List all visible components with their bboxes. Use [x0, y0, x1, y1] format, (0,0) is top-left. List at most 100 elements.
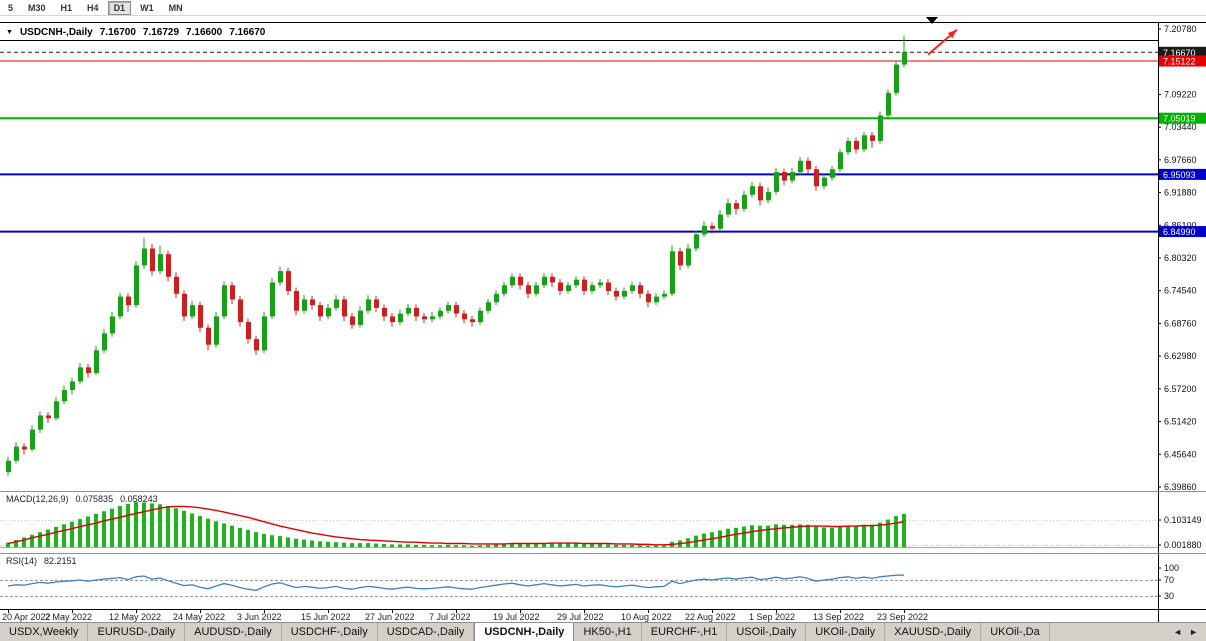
support-line-blue-1-badge-label: 6.95093	[1163, 170, 1196, 180]
macd-histogram-bar	[222, 523, 226, 547]
macd-indicator-plot[interactable]: 0.103149 0.001880	[0, 492, 1206, 553]
candle	[806, 157, 811, 174]
ohlc-close-value: 7.16670	[229, 27, 266, 38]
rsi-indicator-plot[interactable]: 100 70 30	[0, 554, 1206, 609]
candle-body	[782, 172, 787, 181]
candle	[430, 311, 435, 323]
symbol-tab-usdchf-daily[interactable]: USDCHF-,Daily	[282, 623, 378, 641]
candle-body	[406, 307, 411, 314]
macd-histogram-bar	[542, 543, 546, 547]
candle-body	[846, 140, 851, 153]
candle-body	[238, 299, 243, 323]
timeframe-button-h4[interactable]: H4	[87, 2, 99, 13]
rsi-scale-bg	[1159, 554, 1206, 609]
symbol-dropdown-icon[interactable]: ▼	[6, 29, 13, 36]
timeframe-button-d1[interactable]: D1	[107, 0, 132, 15]
macd-histogram-bar	[814, 526, 818, 547]
candle-body	[598, 282, 603, 286]
candle-body	[774, 172, 779, 192]
price-tick-label: 7.09220	[1164, 89, 1197, 99]
macd-histogram-bar	[806, 524, 810, 547]
candle-body	[358, 310, 363, 325]
tabs-scroll-right-button[interactable]: ►	[1189, 627, 1198, 637]
symbol-tab-ukoil-da[interactable]: UKOil-,Da	[981, 623, 1050, 641]
timeframe-button-mn[interactable]: MN	[168, 2, 183, 13]
support-line-green-badge-label: 7.05019	[1163, 114, 1196, 124]
macd-histogram-bar	[566, 543, 570, 547]
candle-body	[158, 254, 163, 272]
macd-main-value: 0.075835	[75, 494, 114, 504]
macd-histogram-bar	[6, 542, 10, 547]
candle-body	[758, 186, 763, 201]
macd-histogram-bar	[854, 525, 858, 547]
candle	[494, 290, 499, 306]
price-scale-separator	[1158, 610, 1159, 622]
candle-body	[638, 285, 643, 294]
timeframe-button-h1[interactable]: H1	[60, 2, 73, 13]
symbol-tab-usoil-daily[interactable]: USOil-,Daily	[727, 623, 807, 641]
candle	[886, 89, 891, 119]
macd-histogram-bar	[822, 527, 826, 547]
macd-histogram-bar	[574, 543, 578, 547]
candle	[846, 137, 851, 156]
rsi-label: RSI(14)	[6, 556, 38, 566]
candle	[814, 165, 819, 191]
macd-histogram-bar	[174, 508, 178, 547]
timeframe-button-m30[interactable]: M30	[28, 2, 46, 13]
sell-marker-icon[interactable]	[926, 16, 938, 24]
candle-body	[382, 307, 387, 317]
symbol-tab-audusd-daily[interactable]: AUDUSD-,Daily	[185, 623, 282, 641]
candle	[622, 287, 627, 300]
candle-body	[830, 169, 835, 178]
candle-body	[470, 319, 475, 323]
candle-body	[798, 160, 803, 173]
candle-body	[582, 279, 587, 291]
candle-body	[726, 203, 731, 215]
candle-body	[534, 285, 539, 294]
time-axis[interactable]: 20 Apr 2022 2 May 2022 12 May 2022 24 May 2…	[0, 609, 1206, 622]
timeframe-button-w1[interactable]: W1	[140, 2, 154, 13]
symbol-tab-usdcnh-daily[interactable]: USDCNH-,Daily	[474, 623, 575, 641]
date-tick	[328, 610, 329, 613]
candle	[438, 307, 443, 320]
rsi-header: RSI(14) 82.2151	[6, 556, 77, 566]
candle-body	[606, 282, 611, 291]
candle-body	[398, 313, 403, 323]
candle-body	[430, 316, 435, 320]
macd-histogram-bar	[502, 543, 506, 547]
candle-body	[214, 316, 219, 345]
macd-histogram-bar	[886, 519, 890, 547]
candle	[22, 443, 27, 455]
candle-body	[374, 299, 379, 308]
macd-histogram-bar	[654, 545, 658, 547]
candle-body	[718, 214, 723, 229]
tabs-scroll-left-button[interactable]: ◄	[1173, 627, 1183, 637]
macd-histogram-bar	[78, 519, 82, 547]
symbol-tab-ukoil-daily[interactable]: UKOil-,Daily	[806, 623, 886, 641]
price-chart-plot[interactable]: 7.20780 7.09220 7.03440 6.97660 6.91880 6.861…	[0, 23, 1206, 491]
symbol-tab-hk50-h1[interactable]: HK50-,H1	[574, 623, 642, 641]
candle	[726, 198, 731, 218]
date-label: 20 Apr 2022	[2, 612, 51, 622]
symbol-tab-eurchf-h1[interactable]: EURCHF-,H1	[642, 623, 728, 641]
candle	[238, 296, 243, 327]
symbol-tab-eurusd-daily[interactable]: EURUSD-,Daily	[88, 623, 186, 641]
date-tick	[648, 610, 649, 613]
macd-histogram-bar	[126, 503, 130, 547]
macd-label: MACD(12,26,9)	[6, 494, 69, 504]
macd-histogram-bar	[470, 545, 474, 547]
candle	[150, 243, 155, 276]
symbol-tab-usdcad-daily[interactable]: USDCAD-,Daily	[378, 623, 475, 641]
candle	[486, 298, 491, 314]
candle	[166, 250, 171, 282]
macd-histogram-bar	[206, 518, 210, 547]
symbol-tab-usdx-weekly[interactable]: USDX,Weekly	[0, 623, 89, 641]
candle-body	[150, 248, 155, 272]
timeframe-button-5[interactable]: 5	[8, 2, 14, 13]
symbol-tab-xauusd-daily[interactable]: XAUUSD-,Daily	[885, 623, 982, 641]
candle-body	[254, 339, 259, 351]
candle	[350, 313, 355, 329]
macd-histogram-bar	[14, 540, 18, 547]
macd-histogram-bar	[118, 506, 122, 547]
candle	[678, 247, 683, 270]
